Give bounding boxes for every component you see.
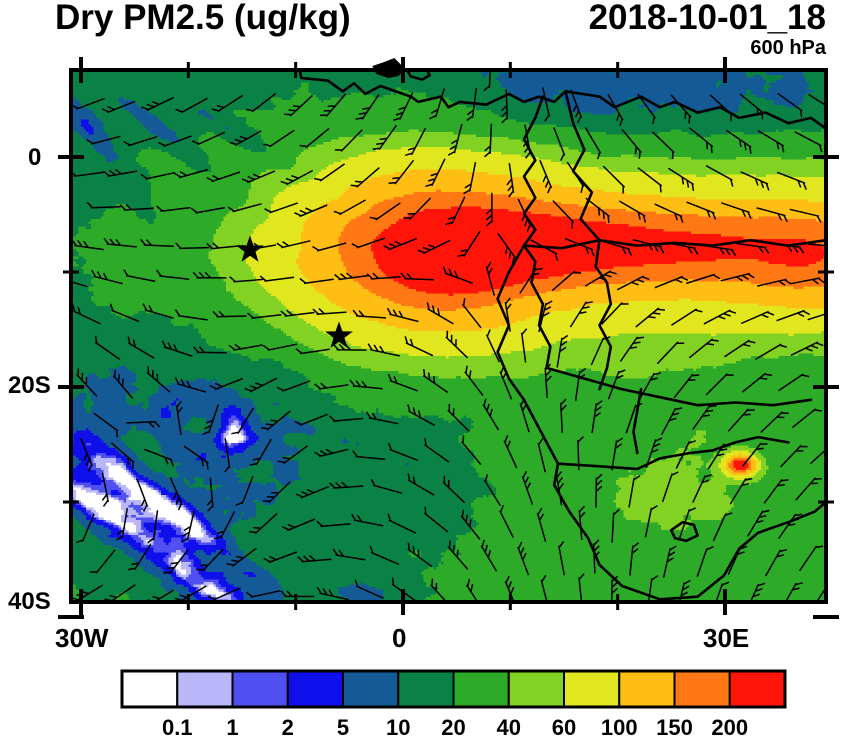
svg-text:1: 1	[226, 715, 238, 740]
svg-text:100: 100	[601, 715, 638, 740]
svg-text:2: 2	[282, 715, 294, 740]
svg-text:40: 40	[497, 715, 521, 740]
svg-text:200: 200	[711, 715, 748, 740]
svg-text:20: 20	[441, 715, 465, 740]
svg-text:150: 150	[656, 715, 693, 740]
svg-text:5: 5	[337, 715, 349, 740]
svg-text:60: 60	[552, 715, 576, 740]
svg-text:0.1: 0.1	[162, 715, 193, 740]
svg-text:10: 10	[386, 715, 410, 740]
